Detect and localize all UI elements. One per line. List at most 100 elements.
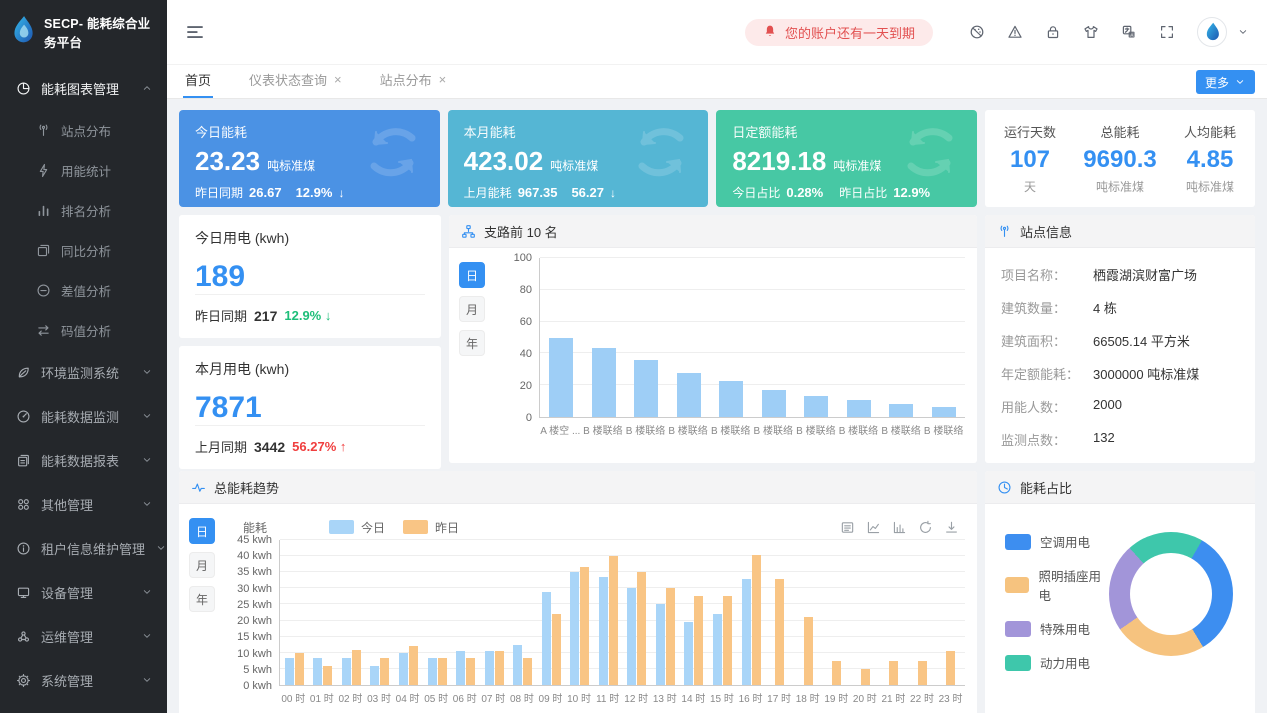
sidebar-item-9[interactable]: 系统管理: [0, 658, 167, 702]
kpi-title: 日定额能耗: [732, 125, 798, 140]
kpi-title: 本月能耗: [463, 125, 516, 140]
x-tick-label: B 楼联络: [881, 426, 921, 437]
bar-group-22 时: [908, 540, 937, 685]
kpi-sub-value: 0.28%: [786, 185, 824, 200]
bar-今日: [341, 657, 351, 685]
sidebar-subitem-站点分布[interactable]: 站点分布: [0, 110, 167, 150]
bar-今日: [284, 657, 294, 685]
open-tabs: 首页 仪表状态查询 × 站点分布 ×: [183, 70, 482, 98]
fullscreen-icon[interactable]: [1159, 24, 1175, 40]
sidebar-subitem-排名分析[interactable]: 排名分析: [0, 190, 167, 230]
bar-group-23 时: [937, 540, 966, 685]
x-tick-label: 05 时: [424, 694, 449, 705]
plot: [279, 539, 966, 686]
barchart-icon[interactable]: [892, 520, 907, 535]
legend-swatch: [1005, 577, 1030, 593]
donut-legend-item-照明插座用电[interactable]: 照明插座用电: [1005, 566, 1109, 604]
period-toggle-年[interactable]: 年: [189, 586, 215, 612]
y-tick-label: 100: [513, 252, 532, 264]
bar-今日: [313, 657, 323, 685]
avatar[interactable]: [1197, 17, 1227, 47]
bar-昨日: [694, 596, 704, 685]
sidebar-item-3[interactable]: 能耗数据监测: [0, 394, 167, 438]
legend-item-今日[interactable]: 今日: [329, 519, 385, 536]
bar-group-B 楼联络: [838, 258, 881, 417]
linechart-icon[interactable]: [866, 520, 881, 535]
x-tick-label: 12 时: [624, 694, 649, 705]
bar-group-08 时: [508, 540, 537, 685]
y-axis: 0 20 40 60 80 100: [499, 252, 539, 424]
sidebar-item-6[interactable]: 租户信息维护管理: [0, 526, 167, 570]
x-tick-label: 06 时: [452, 694, 477, 705]
donut-legend-item-空调用电[interactable]: 空调用电: [1005, 532, 1109, 551]
sidebar-subitem-同比分析[interactable]: 同比分析: [0, 230, 167, 270]
sidebar-subitem-差值分析[interactable]: 差值分析: [0, 270, 167, 310]
panel-header: 总能耗趋势: [179, 471, 977, 504]
bar-昨日: [437, 657, 447, 685]
tab-label: 首页: [185, 73, 212, 88]
theme-shirt-icon[interactable]: [1083, 24, 1099, 40]
tab-站点分布[interactable]: 站点分布 ×: [378, 70, 449, 98]
collapse-menu-icon[interactable]: [185, 22, 205, 42]
y-axis: 0 kwh 5 kwh 10 kwh 15 kwh 20 kwh 25 kwh 30 kwh…: [229, 534, 279, 692]
period-toggle-月[interactable]: 月: [189, 552, 215, 578]
svg-text:A: A: [1130, 33, 1134, 38]
chevron-down-icon: [155, 542, 167, 554]
x-tick-label: 23 时: [938, 694, 963, 705]
sidebar-item-1[interactable]: 能耗图表管理: [0, 66, 167, 110]
donut-wrap: [1109, 532, 1233, 713]
close-tab-icon[interactable]: ×: [334, 72, 342, 87]
dataview-icon[interactable]: [840, 520, 855, 535]
chevron-up-icon: [141, 82, 153, 94]
site-info-value: 66505.14 平方米: [1093, 334, 1190, 349]
stat-per-capita-energy: 人均能耗 4.85 吨标准煤: [1165, 122, 1255, 195]
bar-group-07 时: [480, 540, 509, 685]
sidebar-item-2[interactable]: 环境监测系统: [0, 350, 167, 394]
sidebar-item-7[interactable]: 设备管理: [0, 570, 167, 614]
kpi-sub-value: 26.67: [249, 185, 282, 200]
sidebar-item-8[interactable]: 运维管理: [0, 614, 167, 658]
sidebar-subitem-码值分析[interactable]: 码值分析: [0, 310, 167, 350]
site-info-value: 132: [1093, 430, 1115, 445]
period-toggle-年[interactable]: 年: [459, 330, 485, 356]
refresh-icon[interactable]: [918, 520, 933, 535]
stat-unit: 吨标准煤: [1095, 180, 1144, 194]
close-tab-icon[interactable]: ×: [438, 72, 447, 87]
donut-legend-item-特殊用电[interactable]: 特殊用电: [1005, 619, 1109, 638]
donut-legend-item-动力用电[interactable]: 动力用电: [1005, 653, 1109, 672]
legend-label: 昨日: [435, 520, 460, 535]
x-tick-label: 21 时: [881, 694, 906, 705]
user-dropdown-chevron-icon[interactable]: [1237, 26, 1249, 38]
period-toggles: 日月年: [459, 258, 499, 457]
chevron-down-icon: [1234, 76, 1246, 88]
warning-icon[interactable]: [1007, 24, 1023, 40]
period-toggle-日[interactable]: 日: [459, 262, 485, 288]
account-expiry-notice[interactable]: 您的账户还有一天到期: [744, 18, 933, 46]
sidebar-subitem-用能统计[interactable]: 用能统计: [0, 150, 167, 190]
sidebar-subitem-label: 同比分析: [61, 244, 112, 259]
y-tick-label: 45 kwh: [237, 534, 272, 546]
x-tick-label: 15 时: [710, 694, 734, 705]
sidebar: SECP- 能耗综合业务平台 能耗图表管理 站点分布 用能统计 排名分析 同比分析 差值分…: [0, 0, 167, 713]
bar-今日: [456, 651, 466, 685]
tab-首页[interactable]: 首页: [183, 70, 214, 98]
palette-icon[interactable]: [969, 24, 985, 40]
download-icon[interactable]: [944, 520, 959, 535]
period-toggle-月[interactable]: 月: [459, 296, 485, 322]
sidebar-item-4[interactable]: 能耗数据报表: [0, 438, 167, 482]
stats-card: 运行天数 107 天 总能耗 9690.3 吨标准煤 人均能耗 4.85 吨标准…: [985, 110, 1255, 207]
period-toggle-日[interactable]: 日: [189, 518, 215, 544]
month-power-value: 7871: [195, 391, 262, 424]
x-tick-label: 02 时: [338, 694, 363, 705]
sidebar-item-5[interactable]: 其他管理: [0, 482, 167, 526]
tab-仪表状态查询[interactable]: 仪表状态查询 ×: [247, 70, 344, 98]
lock-icon[interactable]: [1045, 24, 1061, 40]
bar-value: [804, 395, 829, 417]
legend-item-昨日[interactable]: 昨日: [403, 519, 459, 536]
site-info-row: 上线时间：20191225: [1001, 456, 1239, 463]
bar-value: [889, 404, 914, 417]
translate-icon[interactable]: A: [1121, 24, 1137, 40]
more-button[interactable]: 更多: [1195, 70, 1255, 94]
tab-label: 仪表状态查询: [249, 73, 328, 88]
x-tick-label: 09 时: [538, 694, 563, 705]
